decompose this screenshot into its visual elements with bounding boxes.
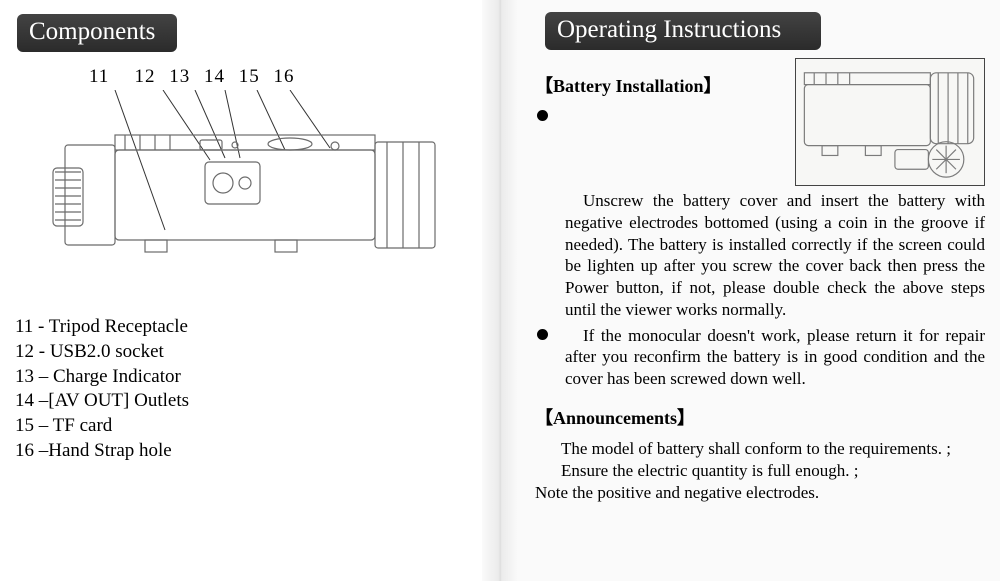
legend-item: 13 – Charge Indicator — [15, 365, 475, 389]
operating-header: Operating Instructions — [545, 12, 821, 50]
label-12: 12 — [135, 66, 156, 88]
announcement-line: Note the positive and negative electrode… — [535, 482, 985, 503]
announcements-body: The model of battery shall conform to th… — [535, 438, 985, 504]
right-page: Operating Instructions — [500, 0, 1000, 581]
legend-item: 14 –[AV OUT] Outlets — [15, 389, 475, 413]
label-13: 13 — [169, 66, 190, 88]
announcements-heading: 【Announcements】 — [535, 404, 985, 430]
components-header: Components — [17, 14, 177, 52]
label-14: 14 — [204, 66, 225, 88]
label-11: 11 — [89, 66, 109, 88]
battery-install-bullets: Unscrew the battery cover and insert the… — [535, 106, 985, 390]
legend-item: 11 - Tripod Receptacle — [15, 315, 475, 339]
legend-item: 15 – TF card — [15, 414, 475, 438]
label-15: 15 — [239, 66, 260, 88]
legend-item: 16 –Hand Strap hole — [15, 439, 475, 463]
device-side-view-svg — [35, 90, 455, 285]
announcement-line: The model of battery shall conform to th… — [535, 438, 985, 459]
component-legend: 11 - Tripod Receptacle 12 - USB2.0 socke… — [15, 315, 475, 463]
page-seam-shadow — [482, 0, 518, 581]
component-diagram — [35, 90, 455, 285]
bullet-item: Unscrew the battery cover and insert the… — [535, 106, 985, 321]
legend-item: 12 - USB2.0 socket — [15, 340, 475, 364]
label-16: 16 — [274, 66, 295, 88]
left-page: Components 11 12 13 14 15 16 — [0, 0, 500, 581]
component-number-row: 11 12 13 14 15 16 — [85, 66, 475, 88]
bullet-item: If the monocular doesn't work, please re… — [535, 325, 985, 390]
announcement-line: Ensure the electric quantity is full eno… — [535, 460, 985, 481]
